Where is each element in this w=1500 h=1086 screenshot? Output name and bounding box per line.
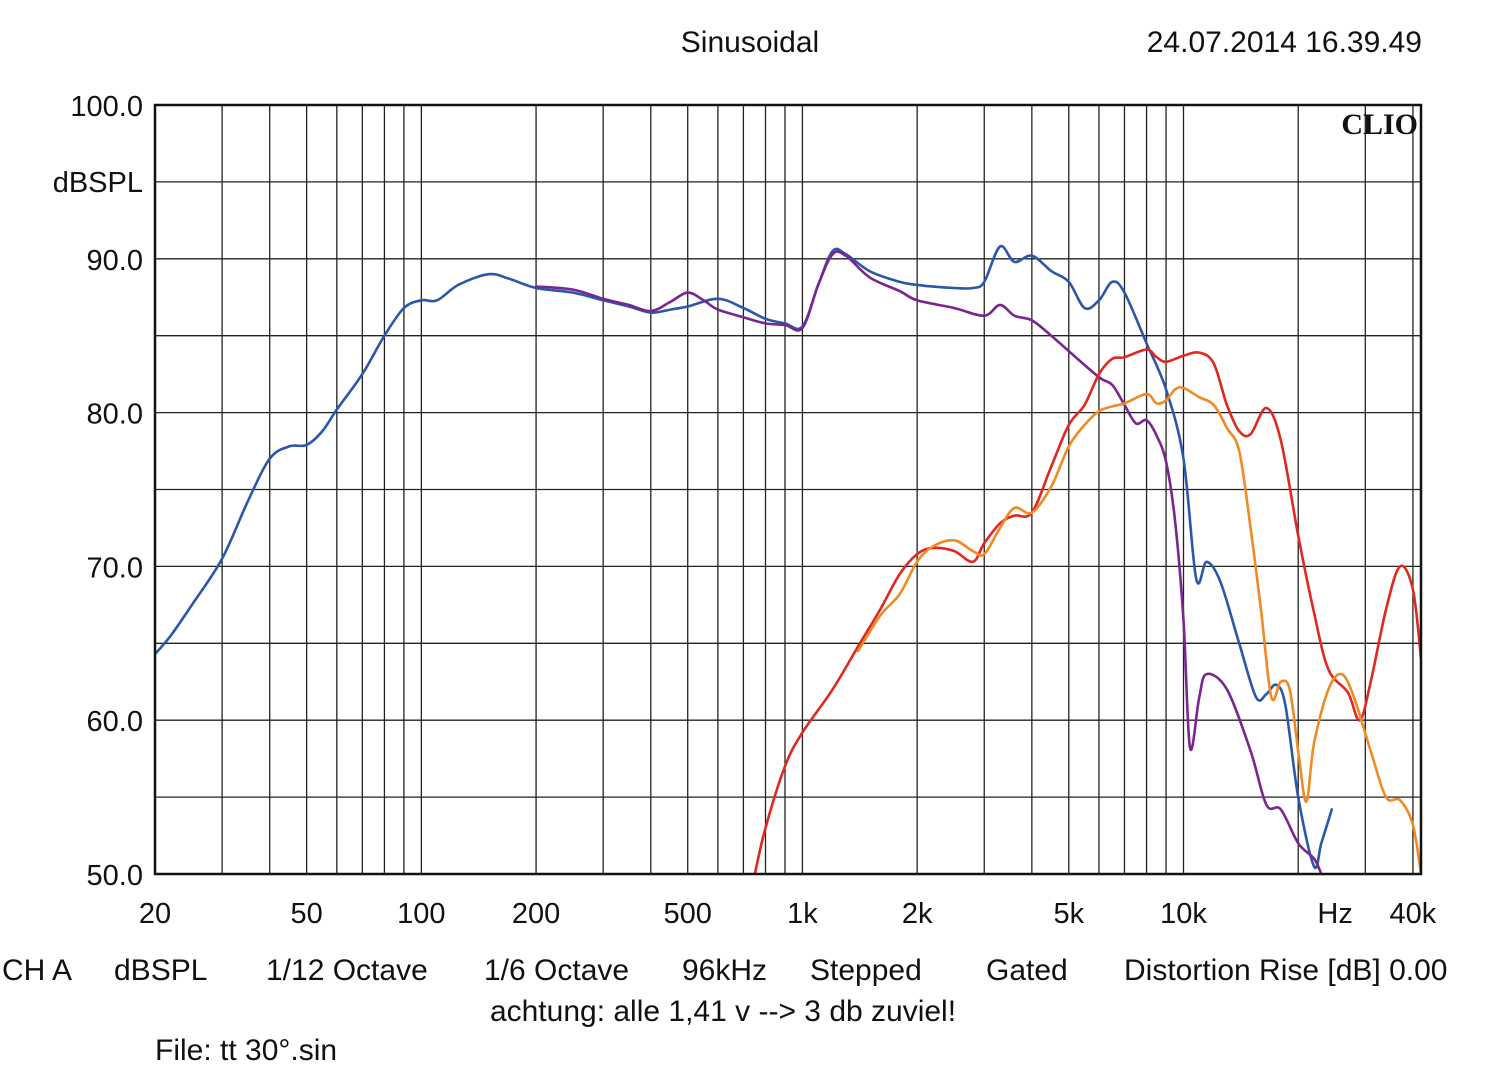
mode-label: Stepped — [810, 954, 922, 987]
y-axis-label: dBSPL — [53, 167, 143, 199]
x-tick-label: 40k — [1390, 898, 1437, 930]
file-name: File: tt 30°.sin — [155, 1034, 338, 1067]
channel-label: CH A — [2, 954, 73, 987]
y-tick-label: 50.0 — [87, 860, 143, 892]
y-tick-label: 100.0 — [70, 91, 143, 123]
x-tick-label: 50 — [291, 898, 323, 930]
x-tick-label: 200 — [512, 898, 560, 930]
frequency-response-chart: 100.0 90.0 80.0 70.0 60.0 50.0 20 50 100 200 500 1… — [53, 91, 1437, 930]
x-tick-label: 5k — [1053, 898, 1084, 930]
distortion-label: Distortion Rise [dB] 0.00 — [1124, 954, 1448, 987]
y-tick-label: 80.0 — [87, 399, 143, 431]
x-axis-unit-label: Hz — [1317, 898, 1352, 930]
y-tick-label: 70.0 — [87, 552, 143, 584]
resolution-label: 1/12 Octave — [266, 954, 428, 987]
series-layer — [155, 244, 1421, 874]
clio-watermark: CLIO — [1341, 108, 1418, 141]
sample-rate-label: 96kHz — [682, 954, 768, 987]
x-tick-labels: 20 50 100 200 500 1k 2k 5k 10k 40k — [139, 898, 1437, 930]
timestamp: 24.07.2014 16.39.49 — [1146, 26, 1422, 59]
y-tick-label: 90.0 — [87, 245, 143, 277]
series-line-4 — [856, 386, 1421, 874]
grid — [155, 105, 1421, 874]
y-tick-labels: 100.0 90.0 80.0 70.0 60.0 50.0 — [70, 91, 143, 892]
window-label: Gated — [986, 954, 1068, 987]
series-line-3 — [753, 348, 1421, 874]
x-tick-label: 100 — [397, 898, 445, 930]
unit-label: dBSPL — [114, 954, 208, 987]
x-tick-label: 20 — [139, 898, 171, 930]
measurement-note: achtung: alle 1,41 v --> 3 db zuviel! — [489, 995, 957, 1028]
y-tick-label: 60.0 — [87, 706, 143, 738]
series-line-2 — [534, 250, 1323, 874]
chart-title: Sinusoidal — [680, 26, 820, 59]
plot-frame — [153, 103, 1423, 876]
series-line-1 — [155, 244, 1334, 870]
x-tick-label: 2k — [902, 898, 933, 930]
x-tick-label: 1k — [787, 898, 818, 930]
x-tick-label: 500 — [664, 898, 712, 930]
smoothing-label: 1/6 Octave — [484, 954, 630, 987]
x-tick-label: 10k — [1160, 898, 1207, 930]
